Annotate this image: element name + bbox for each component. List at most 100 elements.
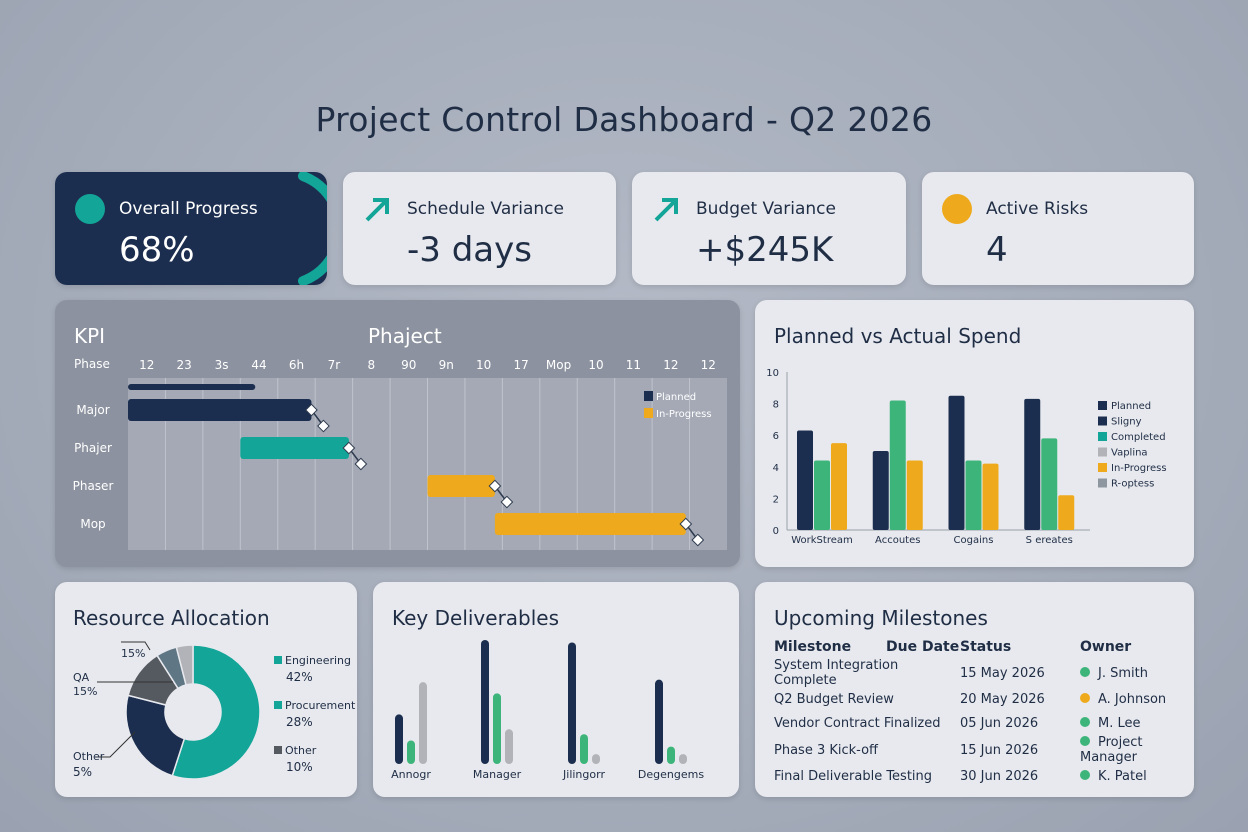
deliverable-bar <box>407 740 415 764</box>
legend-swatch <box>1098 478 1107 488</box>
gantt-timeline-label: 8 <box>368 358 376 372</box>
resource-title: Resource Allocation <box>73 606 270 630</box>
kpi-schedule-variance[interactable]: Schedule Variance -3 days <box>343 172 616 285</box>
legend-swatch <box>1098 401 1107 410</box>
bar-planned <box>948 395 965 530</box>
milestone-row[interactable]: Final Deliverable Testing 30 Jun 2026 K.… <box>774 765 1184 789</box>
status-dot-icon <box>1080 666 1090 677</box>
kpi-value: -3 days <box>407 230 532 270</box>
milestone-diamond-icon <box>488 479 502 493</box>
x-tick-label: Annogr <box>391 768 431 781</box>
legend-label: Engineering <box>285 654 351 667</box>
deliverable-bar <box>679 754 687 764</box>
milestone-name: Vendor Contract Finalized <box>774 715 941 731</box>
legend-label: Completed <box>1111 432 1166 443</box>
deliverable-bar <box>481 640 489 764</box>
gantt-timeline-label: 10 <box>588 358 603 372</box>
arrow-up-right-icon <box>365 198 389 222</box>
deliverables-title: Key Deliverables <box>392 606 560 630</box>
deliverable-bar <box>667 746 675 764</box>
milestone-date: 15 May 2026 <box>960 665 1045 681</box>
resource-panel: Resource Allocation 15% QA 15% Other 5% Engin… <box>55 582 357 797</box>
milestone-owner: M. Lee <box>1098 715 1141 731</box>
legend-label: R-optess <box>1111 479 1154 490</box>
milestone-owner: A. Johnson <box>1098 692 1167 708</box>
milestone-owner: J. Smith <box>1098 665 1148 681</box>
gantt-timeline-label: 17 <box>513 358 528 372</box>
kpi-label: Schedule Variance <box>407 199 564 219</box>
kpi-budget-variance[interactable]: Budget Variance +$245K <box>632 172 906 285</box>
milestones-title: Upcoming Milestones <box>774 606 988 630</box>
deliverable-bar <box>493 693 501 764</box>
gantt-timeline-label: 12 <box>701 358 716 372</box>
milestone-diamond-icon <box>354 457 368 471</box>
deliverables-panel: Key Deliverables Annogr Manager Jilingorr D… <box>373 582 739 797</box>
gantt-row-label: Major <box>76 403 109 417</box>
gantt-timeline-label: 11 <box>626 358 641 372</box>
milestone-name: System Integration Complete <box>774 658 899 688</box>
gantt-row-label: Phaser <box>73 479 114 493</box>
orange-dot-icon <box>942 194 972 224</box>
milestone-diamond-icon <box>500 495 514 509</box>
gantt-bar <box>427 475 495 497</box>
callout-label: QA <box>73 671 90 684</box>
gantt-title: Phaject <box>368 324 442 348</box>
donut-slice <box>125 694 186 777</box>
bar-completed <box>1041 438 1058 530</box>
milestone-row[interactable]: Phase 3 Kick-off 15 Jun 2026 Project Man… <box>774 735 1184 765</box>
milestone-diamond-icon <box>342 441 356 455</box>
col-milestone: Milestone <box>774 639 852 655</box>
y-tick-label: 8 <box>773 400 779 411</box>
col-owner: Owner <box>1080 639 1132 655</box>
kpi-active-risks[interactable]: Active Risks 4 <box>922 172 1194 285</box>
gantt-timeline-label: 7r <box>328 358 341 372</box>
milestone-name: Final Deliverable Testing <box>774 769 933 785</box>
x-tick-label: S ereates <box>1026 535 1073 546</box>
legend-label: Planned <box>656 392 696 403</box>
milestone-name: Phase 3 Kick-off <box>774 742 879 758</box>
kpi-overall-progress[interactable]: Overall Progress 68% <box>55 172 327 285</box>
col-status: Status <box>960 639 1012 655</box>
milestone-row[interactable]: Vendor Contract Finalized 05 Jun 2026 M.… <box>774 712 1184 736</box>
bar-planned <box>1024 398 1041 530</box>
callout-label: Other <box>73 750 105 763</box>
status-dot-icon <box>1080 736 1090 746</box>
legend-label: Other <box>285 744 317 757</box>
milestone-diamond-icon <box>317 419 330 433</box>
bar-in-progress <box>906 460 923 530</box>
legend-swatch <box>274 701 282 709</box>
progress-arc <box>298 172 327 285</box>
gantt-timeline-label: 9n <box>439 358 454 372</box>
gantt-timeline-label: Mop <box>546 358 571 372</box>
legend-swatch <box>274 656 282 664</box>
milestone-row[interactable]: System Integration Complete 15 May 2026 … <box>774 658 1184 688</box>
deliverable-bar <box>568 642 576 764</box>
gantt-timeline-label: 6h <box>289 358 304 372</box>
deliverable-bar <box>395 714 403 764</box>
legend-swatch <box>1098 447 1107 457</box>
x-tick-label: Manager <box>473 768 522 781</box>
callout-value: 5% <box>73 765 92 779</box>
gantt-bar-thin <box>128 384 256 390</box>
milestones-panel: Upcoming Milestones Milestone Due Date S… <box>755 582 1194 797</box>
milestone-date: 05 Jun 2026 <box>960 715 1039 731</box>
callout-line <box>95 731 136 758</box>
bar-in-progress <box>831 443 847 530</box>
legend-label: In-Progress <box>1111 463 1167 474</box>
col-due-date: Due Date <box>886 639 960 655</box>
resource-donut: 15%QA15%Other5%Engineering42%Procurement… <box>73 641 356 780</box>
legend-swatch <box>1098 432 1107 441</box>
callout-value: 15% <box>73 685 97 698</box>
bar-in-progress <box>1058 495 1075 530</box>
gantt-timeline-label: 90 <box>401 358 416 372</box>
page-title: Project Control Dashboard - Q2 2026 <box>315 100 933 139</box>
donut-slice <box>175 644 194 686</box>
gantt-panel: KPI Phaject Phase 12 23 3s 44 6h 7r 8 90 9n 10 17 M… <box>55 300 740 567</box>
gantt-timeline-label: 12 <box>663 358 678 372</box>
milestone-row[interactable]: Q2 Budget Review 20 May 2026 A. Johnson <box>774 688 1184 712</box>
kpi-value: 4 <box>986 230 1008 270</box>
y-tick-label: 2 <box>773 494 779 505</box>
legend-value: 42% <box>286 670 313 684</box>
y-tick-label: 6 <box>773 431 779 442</box>
milestone-date: 20 May 2026 <box>960 692 1045 708</box>
